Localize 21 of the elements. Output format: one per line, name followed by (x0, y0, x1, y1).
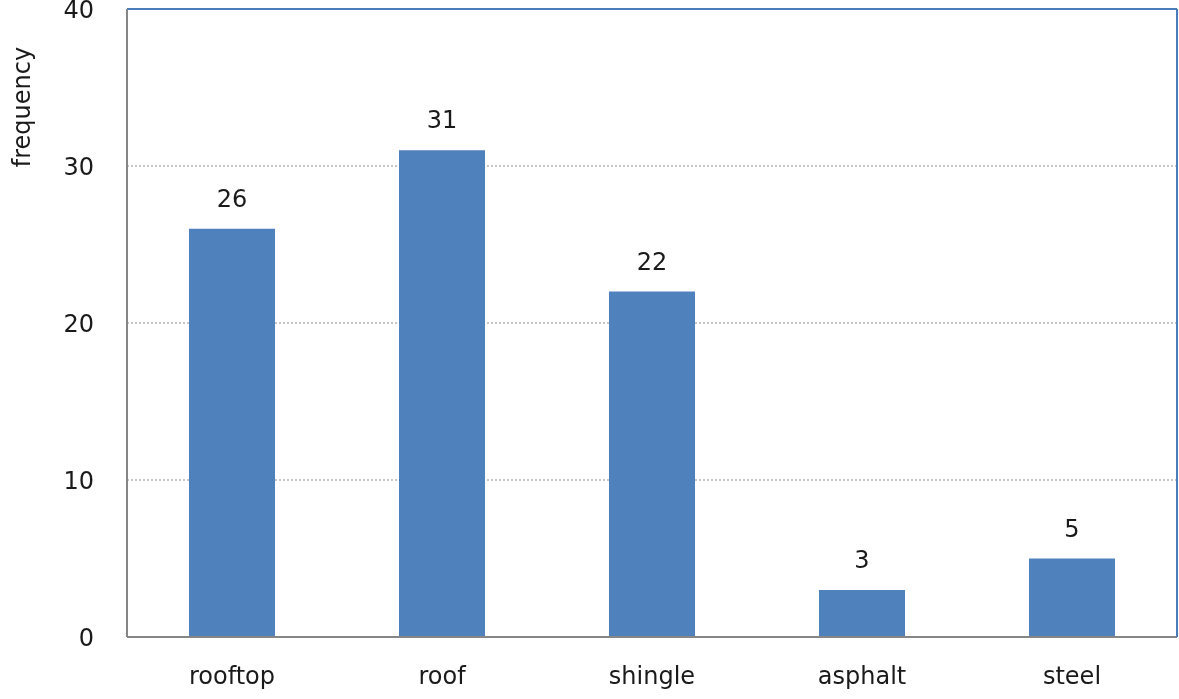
data-label: 22 (636, 247, 668, 276)
x-tick-label: shingle (608, 662, 696, 691)
data-label: 5 (1064, 514, 1080, 543)
y-tick-label: 40 (63, 0, 94, 24)
x-tick-label: rooftop (188, 662, 276, 691)
x-tick-label: steel (1042, 662, 1102, 691)
bar (1029, 558, 1115, 637)
y-tick-label: 0 (78, 623, 94, 652)
bar (609, 291, 695, 637)
bar (189, 228, 275, 637)
data-label: 26 (216, 184, 248, 213)
data-label: 31 (426, 106, 458, 135)
y-tick-label: 30 (63, 152, 94, 181)
y-tick-label: 20 (63, 309, 94, 338)
data-label: 3 (854, 545, 870, 574)
x-tick-label: roof (418, 662, 467, 691)
x-tick-label: asphalt (817, 662, 907, 691)
bar (819, 589, 905, 637)
y-axis-title: frequency (8, 46, 36, 168)
y-tick-label: 10 (63, 466, 94, 495)
bar (399, 150, 485, 637)
